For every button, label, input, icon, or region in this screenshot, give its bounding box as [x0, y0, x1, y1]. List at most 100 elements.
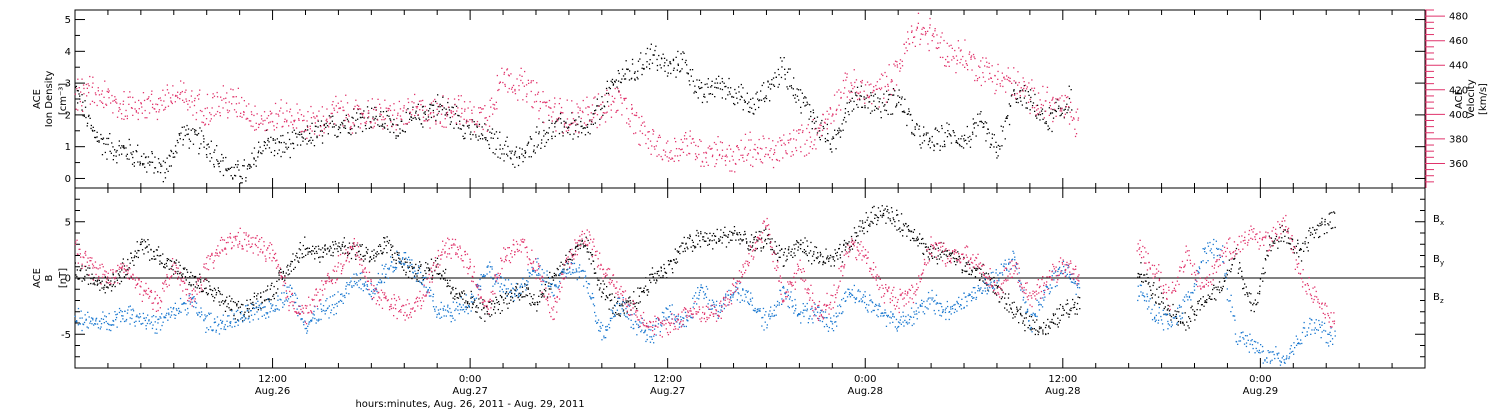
velocity-point [842, 79, 845, 82]
bx-point [1259, 278, 1262, 280]
bx-point [1147, 283, 1149, 285]
bx-point [1305, 237, 1307, 239]
bx-point [278, 279, 280, 281]
by-point [164, 316, 166, 318]
by-point [167, 319, 169, 321]
velocity-point [643, 121, 645, 123]
velocity-point [457, 107, 459, 109]
bx-point [168, 268, 170, 270]
density-point [348, 132, 351, 134]
density-point [555, 121, 557, 123]
velocity-point [232, 96, 234, 98]
bx-point [682, 242, 684, 244]
velocity-point [463, 101, 466, 103]
bx-point [950, 253, 952, 255]
velocity-point [89, 75, 91, 78]
bx-point [330, 247, 332, 249]
velocity-point [305, 129, 307, 132]
bx-point [278, 270, 280, 272]
density-point [268, 141, 270, 143]
bx-point [1284, 235, 1286, 237]
bx-point [520, 293, 522, 295]
bx-point [248, 308, 250, 310]
velocity-point [707, 164, 709, 166]
velocity-point [225, 102, 227, 104]
bx-point [560, 261, 562, 263]
density-point [594, 122, 596, 124]
density-point [180, 132, 182, 134]
bx-point [179, 264, 181, 267]
velocity-point [202, 121, 205, 124]
bx-point [902, 223, 905, 225]
velocity-point [208, 123, 210, 126]
velocity-point [879, 88, 882, 91]
velocity-point [391, 125, 393, 128]
density-point [274, 150, 276, 152]
bx-point [678, 250, 680, 253]
bx-point [660, 267, 662, 269]
density-point [551, 122, 553, 124]
bx-point [1158, 303, 1160, 305]
bx-point [494, 302, 496, 305]
density-point [492, 152, 494, 154]
density-point [880, 117, 882, 119]
bx-point [272, 295, 274, 297]
bx-point [1150, 294, 1153, 296]
bx-point [316, 252, 318, 254]
bx-point [1176, 317, 1178, 319]
density-point [623, 78, 626, 80]
bx-point [900, 213, 903, 215]
velocity-point [895, 84, 898, 86]
velocity-point [639, 144, 641, 146]
bx-point [1275, 235, 1278, 238]
density-point [995, 151, 997, 153]
velocity-point [216, 110, 219, 113]
velocity-point [280, 107, 282, 109]
by-point [201, 314, 203, 316]
density-point [100, 138, 102, 140]
density-point [81, 109, 83, 111]
density-point [187, 128, 190, 130]
velocity-point [577, 112, 579, 114]
bx-point [1246, 293, 1249, 295]
velocity-point [567, 129, 570, 131]
density-point [441, 109, 444, 111]
bx-point [426, 267, 428, 269]
velocity-point [848, 90, 850, 92]
bx-point [576, 245, 579, 248]
field-tick-label: 0 [65, 274, 71, 285]
velocity-point [631, 104, 633, 106]
bx-point [373, 249, 375, 251]
bx-point [832, 258, 834, 260]
velocity-point [132, 96, 134, 99]
bx-point [321, 247, 324, 249]
bx-point [992, 291, 994, 293]
density-point [518, 156, 520, 158]
density-point [898, 89, 900, 91]
density-point [197, 132, 200, 135]
velocity-point [562, 132, 564, 134]
velocity-point [298, 119, 300, 121]
velocity-point [929, 24, 931, 26]
velocity-point [478, 107, 480, 109]
velocity-point [824, 122, 826, 124]
by-point [124, 310, 126, 312]
density-point [356, 112, 358, 114]
density-point [789, 68, 791, 70]
density-point [432, 109, 434, 112]
density-point [210, 140, 212, 142]
bx-point [302, 244, 304, 247]
bx-point [542, 295, 544, 297]
velocity-point [478, 125, 480, 127]
velocity-point [719, 153, 721, 156]
bx-point [544, 283, 546, 286]
bx-point [868, 224, 870, 226]
bx-point [1257, 301, 1259, 304]
velocity-point [1031, 79, 1033, 81]
bx-point [946, 255, 948, 258]
density-point [242, 165, 244, 167]
velocity-point [955, 55, 958, 57]
velocity-point [397, 114, 399, 116]
bx-point [1209, 295, 1211, 298]
velocity-point [661, 158, 664, 160]
